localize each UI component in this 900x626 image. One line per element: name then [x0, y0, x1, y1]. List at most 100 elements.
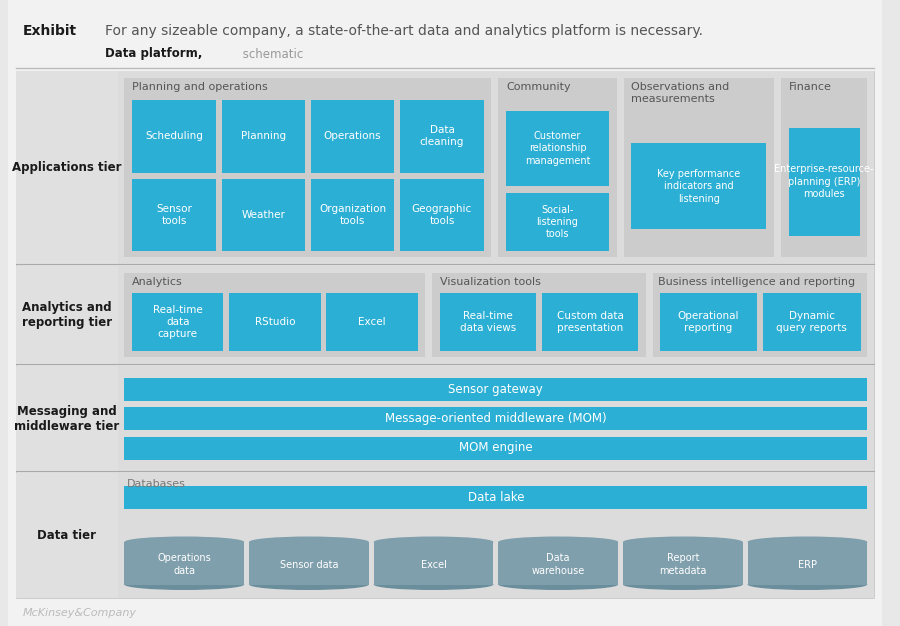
- Text: Messaging and
middleware tier: Messaging and middleware tier: [14, 404, 119, 433]
- Text: Data tier: Data tier: [37, 529, 96, 542]
- FancyBboxPatch shape: [124, 377, 868, 401]
- FancyBboxPatch shape: [499, 542, 618, 585]
- FancyBboxPatch shape: [652, 273, 868, 357]
- FancyBboxPatch shape: [781, 78, 868, 257]
- FancyBboxPatch shape: [15, 71, 874, 598]
- Ellipse shape: [249, 579, 369, 590]
- FancyBboxPatch shape: [623, 579, 742, 585]
- FancyBboxPatch shape: [310, 100, 394, 173]
- Ellipse shape: [748, 536, 868, 548]
- FancyBboxPatch shape: [118, 266, 874, 364]
- Text: Sensor
tools: Sensor tools: [156, 203, 192, 226]
- Ellipse shape: [124, 579, 244, 590]
- Text: schematic: schematic: [239, 48, 303, 61]
- Text: Data lake: Data lake: [468, 491, 524, 504]
- Text: Analytics and
reporting tier: Analytics and reporting tier: [22, 301, 112, 329]
- FancyBboxPatch shape: [124, 273, 426, 357]
- FancyBboxPatch shape: [124, 579, 244, 585]
- Text: Exhibit: Exhibit: [22, 24, 76, 38]
- FancyBboxPatch shape: [327, 293, 418, 351]
- FancyBboxPatch shape: [15, 266, 118, 364]
- Text: Excel: Excel: [358, 317, 386, 327]
- Text: Key performance
indicators and
listening: Key performance indicators and listening: [657, 169, 741, 203]
- FancyBboxPatch shape: [310, 178, 394, 251]
- Ellipse shape: [748, 579, 868, 590]
- FancyBboxPatch shape: [221, 100, 305, 173]
- FancyBboxPatch shape: [249, 579, 369, 585]
- FancyBboxPatch shape: [499, 78, 616, 257]
- FancyBboxPatch shape: [230, 293, 320, 351]
- FancyBboxPatch shape: [499, 579, 618, 585]
- FancyBboxPatch shape: [221, 178, 305, 251]
- FancyBboxPatch shape: [249, 542, 369, 585]
- Text: Excel: Excel: [420, 560, 446, 570]
- Text: Community: Community: [506, 82, 571, 92]
- Text: Real-time
data views: Real-time data views: [460, 310, 517, 333]
- Text: Sensor data: Sensor data: [280, 560, 338, 570]
- Text: Dynamic
query reports: Dynamic query reports: [777, 310, 847, 333]
- FancyBboxPatch shape: [374, 579, 493, 585]
- FancyBboxPatch shape: [118, 473, 874, 598]
- FancyBboxPatch shape: [374, 542, 493, 585]
- Text: Organization
tools: Organization tools: [320, 203, 386, 226]
- FancyBboxPatch shape: [624, 78, 774, 257]
- Text: Customer
relationship
management: Customer relationship management: [525, 131, 590, 166]
- FancyBboxPatch shape: [748, 579, 868, 585]
- Text: Visualization tools: Visualization tools: [440, 277, 541, 287]
- FancyBboxPatch shape: [623, 542, 742, 585]
- Text: Data
cleaning: Data cleaning: [419, 125, 464, 148]
- Ellipse shape: [124, 536, 244, 548]
- FancyBboxPatch shape: [124, 542, 244, 585]
- Ellipse shape: [374, 579, 493, 590]
- FancyBboxPatch shape: [124, 407, 868, 430]
- Ellipse shape: [374, 536, 493, 548]
- FancyBboxPatch shape: [124, 486, 868, 509]
- Text: Geographic
tools: Geographic tools: [412, 203, 472, 226]
- Text: Data platform,: Data platform,: [105, 48, 202, 61]
- FancyBboxPatch shape: [124, 78, 491, 257]
- Text: Analytics: Analytics: [132, 277, 183, 287]
- Text: MOM engine: MOM engine: [459, 441, 533, 454]
- FancyBboxPatch shape: [132, 100, 216, 173]
- Ellipse shape: [499, 579, 618, 590]
- Text: Operations
data: Operations data: [158, 553, 212, 576]
- FancyBboxPatch shape: [506, 111, 609, 186]
- Text: Sensor gateway: Sensor gateway: [448, 382, 544, 396]
- Text: Databases: Databases: [127, 479, 186, 489]
- FancyBboxPatch shape: [15, 473, 118, 598]
- Text: Observations and
measurements: Observations and measurements: [631, 82, 730, 103]
- FancyBboxPatch shape: [118, 71, 874, 264]
- FancyBboxPatch shape: [400, 100, 483, 173]
- FancyBboxPatch shape: [542, 293, 638, 351]
- Text: RStudio: RStudio: [255, 317, 295, 327]
- Text: Report
metadata: Report metadata: [659, 553, 706, 576]
- Text: Enterprise-resource-
planning (ERP)
modules: Enterprise-resource- planning (ERP) modu…: [774, 165, 874, 199]
- FancyBboxPatch shape: [132, 178, 216, 251]
- FancyBboxPatch shape: [660, 293, 757, 351]
- Text: Planning and operations: Planning and operations: [132, 82, 268, 92]
- Text: Data
warehouse: Data warehouse: [532, 553, 585, 576]
- FancyBboxPatch shape: [132, 293, 223, 351]
- Text: For any sizeable company, a state-of-the-art data and analytics platform is nece: For any sizeable company, a state-of-the…: [105, 24, 703, 38]
- Text: Weather: Weather: [241, 210, 285, 220]
- Text: McKinsey&Company: McKinsey&Company: [22, 608, 137, 618]
- FancyBboxPatch shape: [15, 366, 118, 471]
- Text: ERP: ERP: [798, 560, 817, 570]
- FancyBboxPatch shape: [631, 143, 766, 229]
- Text: Operational
reporting: Operational reporting: [678, 310, 739, 333]
- Ellipse shape: [623, 536, 742, 548]
- FancyBboxPatch shape: [118, 366, 874, 471]
- Ellipse shape: [499, 536, 618, 548]
- FancyBboxPatch shape: [8, 0, 882, 626]
- Text: Custom data
presentation: Custom data presentation: [556, 310, 624, 333]
- FancyBboxPatch shape: [432, 273, 646, 357]
- Text: Planning: Planning: [240, 131, 286, 141]
- FancyBboxPatch shape: [400, 178, 483, 251]
- FancyBboxPatch shape: [440, 293, 536, 351]
- Text: Business intelligence and reporting: Business intelligence and reporting: [658, 277, 855, 287]
- Text: Operations: Operations: [324, 131, 382, 141]
- FancyBboxPatch shape: [788, 128, 860, 235]
- Text: Real-time
data
capture: Real-time data capture: [153, 305, 202, 339]
- Ellipse shape: [623, 579, 742, 590]
- Text: Finance: Finance: [788, 82, 832, 92]
